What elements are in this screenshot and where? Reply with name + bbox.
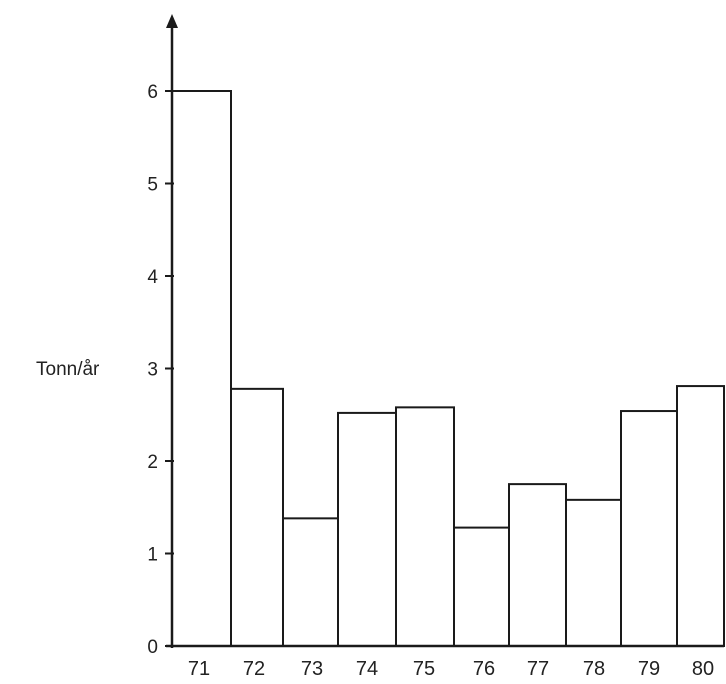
x-tick-label: 79 bbox=[638, 658, 660, 680]
y-axis-title: Tonn/år bbox=[36, 359, 100, 380]
bar-79 bbox=[620, 410, 678, 647]
y-tick-label: 5 bbox=[147, 175, 158, 196]
x-labels-group: 71 72 73 74 75 76 77 78 79 80 bbox=[188, 658, 714, 680]
bars-group bbox=[171, 90, 725, 647]
x-tick-label: 80 bbox=[692, 658, 714, 680]
bar-80 bbox=[676, 385, 725, 647]
y-tick-label: 3 bbox=[147, 360, 158, 381]
bar-76 bbox=[453, 526, 510, 647]
x-tick-label: 71 bbox=[188, 658, 210, 680]
bar-73 bbox=[282, 517, 339, 647]
x-tick-label: 77 bbox=[527, 658, 549, 680]
x-tick-label: 75 bbox=[413, 658, 435, 680]
x-tick-label: 73 bbox=[301, 658, 323, 680]
y-tick-label: 2 bbox=[147, 452, 158, 473]
bar-72 bbox=[230, 387, 284, 647]
x-tick-label: 78 bbox=[583, 658, 605, 680]
bar-77 bbox=[508, 483, 567, 647]
bar-74 bbox=[337, 411, 397, 647]
y-tick-label: 0 bbox=[147, 637, 158, 658]
y-tick-label: 1 bbox=[147, 545, 158, 566]
y-axis-arrow-icon bbox=[166, 14, 178, 28]
bar-71 bbox=[171, 90, 232, 647]
y-tick-label: 4 bbox=[147, 267, 158, 288]
bar-75 bbox=[395, 406, 455, 647]
bar-78 bbox=[565, 498, 622, 647]
axes-group bbox=[166, 14, 724, 648]
x-tick-label: 74 bbox=[356, 658, 378, 680]
x-tick-label: 72 bbox=[243, 658, 265, 680]
x-tick-label: 76 bbox=[473, 658, 495, 680]
y-tick-label: 6 bbox=[147, 82, 158, 103]
y-ticks-group: 0 1 2 3 4 5 6 bbox=[147, 82, 174, 658]
